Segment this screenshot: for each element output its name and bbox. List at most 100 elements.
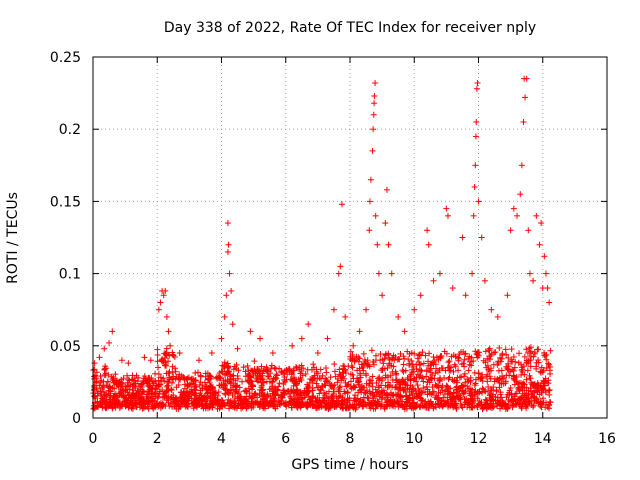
data-point [199,382,206,389]
data-point [130,380,137,387]
data-point [371,92,378,99]
data-point [313,366,320,373]
data-point [531,349,538,356]
data-point [384,374,391,381]
data-point [288,386,295,393]
data-point [162,287,169,294]
data-point [356,355,363,362]
data-point [323,369,330,376]
data-point [361,356,368,363]
data-point [94,388,101,395]
data-point [498,394,505,401]
data-point [395,355,402,362]
data-point [472,162,479,169]
data-point [526,350,533,357]
data-point [453,384,460,391]
data-point [372,212,379,219]
data-point [221,359,228,366]
data-point [519,366,526,373]
data-point [219,382,226,389]
data-point [360,363,367,370]
data-point [278,391,285,398]
data-point [536,391,543,398]
data-point [226,378,233,385]
data-point [170,373,177,380]
data-point [430,388,437,395]
data-point [298,335,305,342]
data-point [423,367,430,374]
data-point [381,355,388,362]
data-point [173,402,180,409]
data-point [254,378,261,385]
data-point [528,397,535,404]
data-point [425,362,432,369]
data-point [490,403,497,410]
data-point [378,367,385,374]
data-point [464,376,471,383]
data-point [352,384,359,391]
data-point [101,395,108,402]
data-point [268,365,275,372]
data-point [417,404,424,411]
data-point [125,395,132,402]
data-point [387,396,394,403]
data-point [537,400,544,407]
data-point [122,401,129,408]
data-point [508,397,515,404]
data-point [242,368,249,375]
data-point [368,347,375,354]
data-point [347,383,354,390]
data-point [428,398,435,405]
data-point [159,394,166,401]
data-point [409,361,416,368]
data-point [369,147,376,154]
data-point [297,375,304,382]
data-point [204,394,211,401]
data-point [138,380,145,387]
data-point [192,369,199,376]
data-point [264,401,271,408]
data-point [102,365,109,372]
data-point [545,360,552,367]
data-point [176,350,183,357]
data-point [473,85,480,92]
data-point [137,386,144,393]
data-point [470,212,477,219]
data-point [328,394,335,401]
data-point [497,354,504,361]
data-point [96,354,103,361]
data-point [502,380,509,387]
data-point [118,381,125,388]
data-point [170,394,177,401]
data-point [402,380,409,387]
data-point [449,400,456,407]
data-point [335,375,342,382]
data-point [455,367,462,374]
data-point [471,382,478,389]
data-point [377,357,384,364]
data-point [265,373,272,380]
data-point [296,396,303,403]
data-point [443,205,450,212]
data-point [469,386,476,393]
data-point [347,371,354,378]
data-point [160,292,167,299]
data-point [322,375,329,382]
data-point [364,394,371,401]
data-point [164,382,171,389]
data-point [535,346,542,353]
data-point [521,353,528,360]
data-point [370,361,377,368]
data-point [375,270,382,277]
data-point [437,389,444,396]
data-point [288,395,295,402]
data-point [478,375,485,382]
data-point [344,399,351,406]
data-point [455,392,462,399]
data-point [190,402,197,409]
data-point [118,357,125,364]
data-point [417,292,424,299]
data-point [251,398,258,405]
data-point [543,356,550,363]
data-point [191,392,198,399]
